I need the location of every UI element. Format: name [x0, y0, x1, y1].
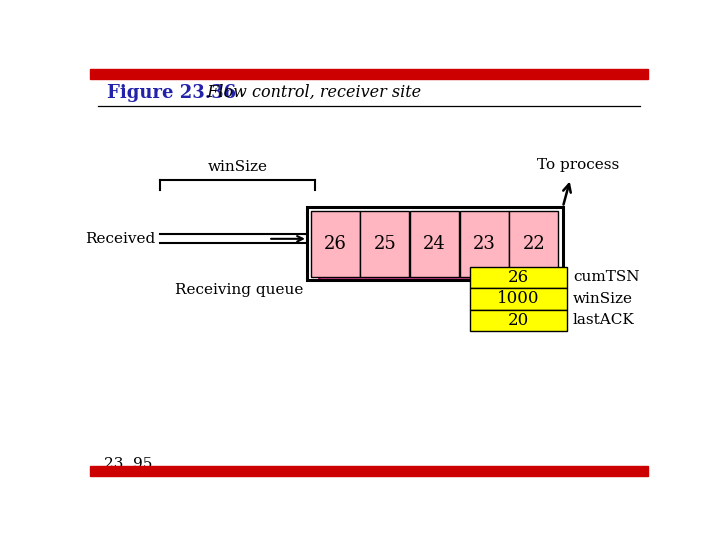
Bar: [509, 211, 558, 276]
Bar: [469, 288, 567, 309]
Text: lastACK: lastACK: [573, 313, 634, 327]
Text: 23: 23: [472, 235, 495, 253]
Text: Receiving queue: Receiving queue: [176, 284, 304, 298]
Text: Flow control, receiver site: Flow control, receiver site: [197, 84, 421, 101]
Text: 25: 25: [374, 235, 396, 253]
Text: 22: 22: [522, 235, 545, 253]
Text: cumTSN: cumTSN: [573, 271, 639, 285]
Text: winSize: winSize: [207, 160, 267, 174]
Text: winSize: winSize: [573, 292, 633, 306]
Bar: [459, 211, 508, 276]
Bar: [469, 309, 567, 331]
Bar: [361, 211, 409, 276]
Text: To process: To process: [537, 158, 619, 172]
Bar: [307, 207, 563, 280]
Bar: [90, 70, 648, 79]
Bar: [410, 211, 459, 276]
Text: 26: 26: [324, 235, 347, 253]
Text: 20: 20: [508, 312, 528, 329]
Text: 1000: 1000: [497, 291, 539, 307]
Bar: [311, 211, 360, 276]
Text: 23. 95: 23. 95: [104, 457, 153, 471]
Text: Received: Received: [86, 232, 156, 246]
Text: 26: 26: [508, 269, 528, 286]
Bar: [469, 267, 567, 288]
Text: 24: 24: [423, 235, 446, 253]
Text: Figure 23.36: Figure 23.36: [107, 84, 236, 102]
Bar: [90, 466, 648, 476]
